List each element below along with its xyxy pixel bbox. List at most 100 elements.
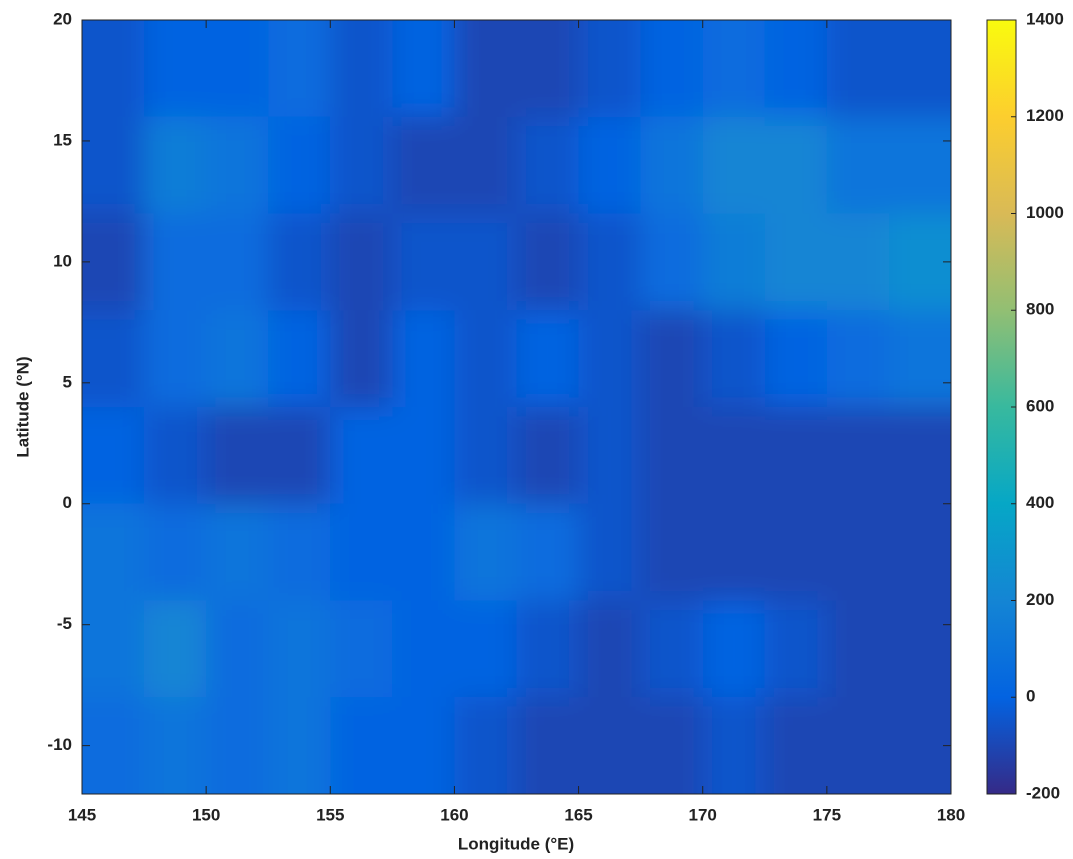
heatmap-cell (392, 20, 455, 118)
heatmap-cell (144, 697, 207, 794)
heatmap-cell (206, 310, 269, 408)
heatmap-cell (454, 407, 517, 505)
heatmap-cell (640, 600, 704, 698)
heatmap-cell (268, 310, 331, 408)
heatmap-cell (268, 213, 331, 311)
colorbar-tick-label: 600 (1026, 396, 1054, 415)
colorbar-tick-label: 0 (1026, 687, 1035, 706)
colorbar-tick-label: 400 (1026, 493, 1054, 512)
heatmap-cell (392, 697, 455, 794)
heatmap-cell (516, 213, 580, 311)
x-tick-label: 150 (192, 805, 220, 824)
heatmap-cell (268, 116, 331, 214)
y-axis-label: Latitude (°N) (13, 356, 32, 457)
y-tick-label: 20 (53, 9, 72, 28)
heatmap-cell (702, 503, 766, 601)
colorbar-tick-label: 1400 (1026, 9, 1064, 28)
heatmap-cell (640, 20, 704, 118)
heatmap-cell (578, 407, 642, 505)
heatmap-cell (516, 503, 580, 601)
heatmap-cell (516, 600, 580, 698)
heatmap-cell (578, 310, 642, 408)
heatmap-cell (826, 600, 890, 698)
colorbar-tick-label: 1200 (1026, 106, 1064, 125)
colorbar-tick-label: 200 (1026, 590, 1054, 609)
heatmap-cell (826, 310, 890, 408)
heatmap-cell (764, 600, 828, 698)
x-axis-label: Longitude (°E) (458, 834, 574, 853)
heatmap-cell (764, 503, 828, 601)
heatmap-cell (764, 116, 828, 214)
heatmap-cell (268, 407, 331, 505)
heatmap-cell (578, 116, 642, 214)
heatmap-cell (888, 600, 951, 698)
heatmap-cell (826, 697, 890, 794)
heatmap-cell (702, 213, 766, 311)
heatmap-cell (578, 503, 642, 601)
y-tick-label: 5 (63, 372, 72, 391)
heatmap-cell (206, 116, 269, 214)
heatmap-cell (454, 20, 517, 118)
heatmap-cell (392, 407, 455, 505)
heatmap-cell (392, 310, 455, 408)
heatmap-cell (454, 116, 517, 214)
heatmap-cell (82, 503, 145, 601)
y-tick-label: 0 (63, 493, 72, 512)
heatmap-cell (702, 116, 766, 214)
x-tick-label: 145 (68, 805, 96, 824)
heatmap-cell (578, 697, 642, 794)
heatmap-cell (82, 20, 145, 118)
heatmap-cell (268, 503, 331, 601)
heatmap-cell (454, 310, 517, 408)
heatmap-cell (764, 697, 828, 794)
y-tick-label: -5 (57, 614, 72, 633)
heatmap-cell (640, 116, 704, 214)
heatmap-cell (82, 116, 145, 214)
heatmap-cell (330, 116, 393, 214)
heatmap-cell (206, 213, 269, 311)
heatmap-cell (516, 116, 580, 214)
heatmap-cell (330, 407, 393, 505)
heatmap-cell (640, 503, 704, 601)
heatmap-cell (578, 20, 642, 118)
heatmap-cell (764, 407, 828, 505)
heatmap-cell (330, 20, 393, 118)
heatmap-cell (888, 20, 951, 118)
heatmap-cell (454, 600, 517, 698)
heatmap-field (82, 20, 951, 794)
heatmap-cell (888, 407, 951, 505)
heatmap-cell (330, 600, 393, 698)
heatmap-cell (764, 20, 828, 118)
x-tick-label: 165 (564, 805, 592, 824)
heatmap-cell (640, 407, 704, 505)
colorbar-tick-label: 1000 (1026, 203, 1064, 222)
y-tick-label: 15 (53, 130, 72, 149)
heatmap-cell (888, 310, 951, 408)
heatmap-cell (82, 213, 145, 311)
heatmap-cell (826, 407, 890, 505)
plot-frame (81, 19, 952, 795)
heatmap-cell (516, 310, 580, 408)
heatmap-cell (82, 600, 145, 698)
heatmap-cell (454, 503, 517, 601)
heatmap-cell (144, 20, 207, 118)
heatmap-cell (702, 697, 766, 794)
heatmap-cell (330, 310, 393, 408)
heatmap-cell (888, 116, 951, 214)
heatmap-cell (330, 697, 393, 794)
heatmap-cell (144, 407, 207, 505)
heatmap-cell (826, 116, 890, 214)
heatmap-cell (640, 697, 704, 794)
heatmap-cell (268, 697, 331, 794)
heatmap-cell (888, 697, 951, 794)
heatmap-cell (578, 600, 642, 698)
heatmap-cell (516, 697, 580, 794)
colorbar-tick-label: -200 (1026, 783, 1060, 802)
heatmap-cell (702, 310, 766, 408)
heatmap-cell (888, 503, 951, 601)
heatmap-cell (206, 20, 269, 118)
heatmap-cell (888, 213, 951, 311)
x-tick-label: 155 (316, 805, 344, 824)
heatmap-cell (268, 600, 331, 698)
heatmap-cell (764, 310, 828, 408)
